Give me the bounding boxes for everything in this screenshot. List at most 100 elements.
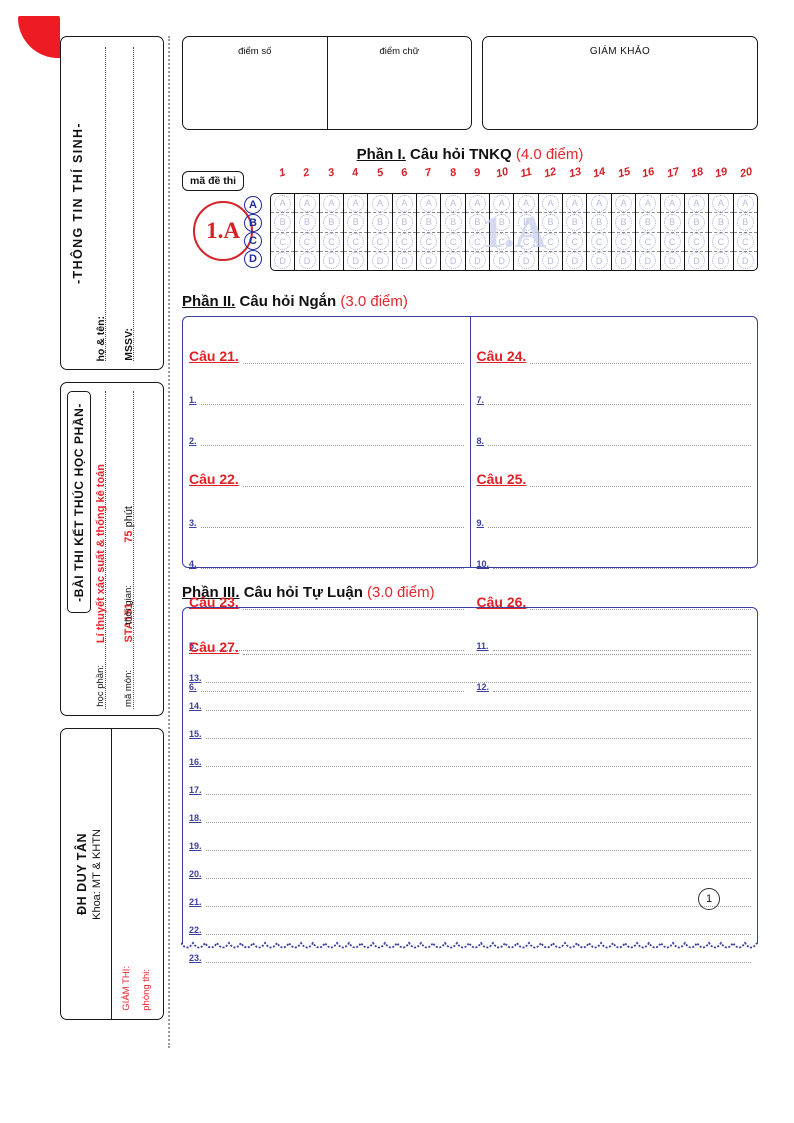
answer-bubble-2-A[interactable]: A <box>298 194 316 212</box>
part2-right-column[interactable]: Câu 24. 7. 8. Câu 25. 9. 10. Câu 26. 11. 12. <box>469 317 758 692</box>
answer-bubble-11-D[interactable]: D <box>517 252 535 270</box>
answer-cell-5-A[interactable]: A <box>368 194 391 212</box>
answer-bubble-14-C[interactable]: C <box>590 233 608 251</box>
answer-cell-19-D[interactable]: D <box>709 250 733 270</box>
answer-cell-18-D[interactable]: D <box>684 250 709 270</box>
answer-bubble-1-B[interactable]: B <box>274 213 292 231</box>
part3-answer-row[interactable]: 17. <box>189 767 751 795</box>
answer-cell-13-A[interactable]: A <box>563 194 586 212</box>
answer-bubble-13-A[interactable]: A <box>566 194 584 212</box>
answer-cell-13-B[interactable]: B <box>563 212 587 231</box>
answer-bubble-9-A[interactable]: A <box>468 194 486 212</box>
answer-bubble-14-D[interactable]: D <box>590 252 608 270</box>
answer-bubble-15-B[interactable]: B <box>614 213 632 231</box>
answer-cell-13-D[interactable]: D <box>563 250 587 270</box>
answer-cell-7-C[interactable]: C <box>417 231 441 251</box>
part3-answer-row[interactable]: 14. <box>189 683 751 711</box>
answer-cell-3-B[interactable]: B <box>319 212 344 231</box>
answer-cell-12-B[interactable]: B <box>538 212 563 231</box>
answer-cell-17-D[interactable]: D <box>660 250 684 270</box>
answer-bubble-19-C[interactable]: C <box>712 233 730 251</box>
answer-bubble-3-D[interactable]: D <box>322 252 340 270</box>
part3-lines[interactable]: 13. 14. 15. 16. 17. 18. 19. 20. 21. 22. 23. <box>189 655 751 963</box>
answer-bubble-8-B[interactable]: B <box>444 213 462 231</box>
answer-cell-12-A[interactable]: A <box>539 194 562 212</box>
answer-cell-16-D[interactable]: D <box>636 250 660 270</box>
answer-cell-15-A[interactable]: A <box>612 194 635 212</box>
answer-cell-7-B[interactable]: B <box>417 212 441 231</box>
answer-cell-10-B[interactable]: B <box>490 212 514 231</box>
answer-cell-16-B[interactable]: B <box>636 212 660 231</box>
answer-bubble-18-D[interactable]: D <box>688 252 706 270</box>
answer-bubble-12-D[interactable]: D <box>541 252 559 270</box>
part2-answer-row[interactable]: 4. <box>189 528 464 569</box>
answer-cell-12-D[interactable]: D <box>538 250 563 270</box>
answer-bubble-3-B[interactable]: B <box>322 213 340 231</box>
answer-bubble-4-A[interactable]: A <box>347 194 365 212</box>
answer-cell-17-B[interactable]: B <box>660 212 684 231</box>
score-text-cell[interactable]: điểm chữ <box>326 37 472 129</box>
answer-cell-2-D[interactable]: D <box>295 250 319 270</box>
answer-bubble-18-B[interactable]: B <box>688 213 706 231</box>
answer-cell-11-A[interactable]: A <box>514 194 537 212</box>
answer-bubble-18-A[interactable]: A <box>688 194 706 212</box>
answer-cell-16-A[interactable]: A <box>636 194 659 212</box>
part2-answer-row[interactable]: 10. <box>477 528 751 569</box>
answer-bubble-3-C[interactable]: C <box>322 233 340 251</box>
answer-bubble-10-B[interactable]: B <box>493 213 511 231</box>
part3-answer-row[interactable]: 21. <box>189 879 751 907</box>
answer-cell-4-A[interactable]: A <box>344 194 367 212</box>
answer-cell-20-A[interactable]: A <box>734 194 757 212</box>
answer-bubble-8-C[interactable]: C <box>444 233 462 251</box>
answer-cell-17-A[interactable]: A <box>661 194 684 212</box>
answer-cell-9-D[interactable]: D <box>465 250 490 270</box>
part2-answer-row[interactable]: 5. <box>189 610 464 651</box>
answer-cell-18-B[interactable]: B <box>684 212 709 231</box>
answer-bubble-9-B[interactable]: B <box>468 213 486 231</box>
answer-cell-14-A[interactable]: A <box>587 194 610 212</box>
answer-cell-15-C[interactable]: C <box>611 231 636 251</box>
part2-answer-row[interactable]: 6. <box>189 651 464 692</box>
part2-answer-row[interactable]: 8. <box>477 405 751 446</box>
answer-bubble-19-A[interactable]: A <box>712 194 730 212</box>
answer-bubble-4-C[interactable]: C <box>347 233 365 251</box>
part2-answer-row[interactable]: 11. <box>477 610 751 651</box>
answer-bubble-19-B[interactable]: B <box>712 213 730 231</box>
answer-bubble-6-C[interactable]: C <box>395 233 413 251</box>
answer-bubble-18-C[interactable]: C <box>688 233 706 251</box>
answer-bubble-12-A[interactable]: A <box>541 194 559 212</box>
answer-cell-19-A[interactable]: A <box>709 194 732 212</box>
answer-bubble-1-D[interactable]: D <box>274 252 292 270</box>
answer-cell-3-D[interactable]: D <box>319 250 344 270</box>
answer-cell-8-D[interactable]: D <box>441 250 465 270</box>
answer-cell-3-A[interactable]: A <box>320 194 343 212</box>
answer-bubble-17-A[interactable]: A <box>663 194 681 212</box>
answer-bubble-16-C[interactable]: C <box>639 233 657 251</box>
answer-cell-14-D[interactable]: D <box>587 250 611 270</box>
answer-cell-5-C[interactable]: C <box>368 231 392 251</box>
answer-cell-15-D[interactable]: D <box>611 250 636 270</box>
answer-cell-20-D[interactable]: D <box>733 250 757 270</box>
answer-bubble-17-D[interactable]: D <box>663 252 681 270</box>
part2-answer-row[interactable]: 3. <box>189 487 464 528</box>
answer-bubble-5-D[interactable]: D <box>371 252 389 270</box>
answer-bubble-14-A[interactable]: A <box>590 194 608 212</box>
score-number-cell[interactable]: điểm số <box>183 37 327 129</box>
answer-bubble-16-D[interactable]: D <box>639 252 657 270</box>
answer-cell-1-C[interactable]: C <box>271 231 295 251</box>
answer-bubble-2-D[interactable]: D <box>298 252 316 270</box>
answer-bubble-2-B[interactable]: B <box>298 213 316 231</box>
answer-cell-20-C[interactable]: C <box>733 231 757 251</box>
answer-cell-9-A[interactable]: A <box>466 194 489 212</box>
answer-cell-14-C[interactable]: C <box>587 231 611 251</box>
answer-bubble-1-C[interactable]: C <box>274 233 292 251</box>
answer-bubble-12-B[interactable]: B <box>541 213 559 231</box>
part3-answer-row[interactable]: 16. <box>189 739 751 767</box>
answer-bubble-9-D[interactable]: D <box>468 252 486 270</box>
part3-answer-row[interactable]: 22. <box>189 907 751 935</box>
answer-cell-20-B[interactable]: B <box>733 212 757 231</box>
answer-bubble-20-A[interactable]: A <box>736 194 754 212</box>
answer-cell-6-A[interactable]: A <box>393 194 416 212</box>
answer-bubble-15-C[interactable]: C <box>614 233 632 251</box>
